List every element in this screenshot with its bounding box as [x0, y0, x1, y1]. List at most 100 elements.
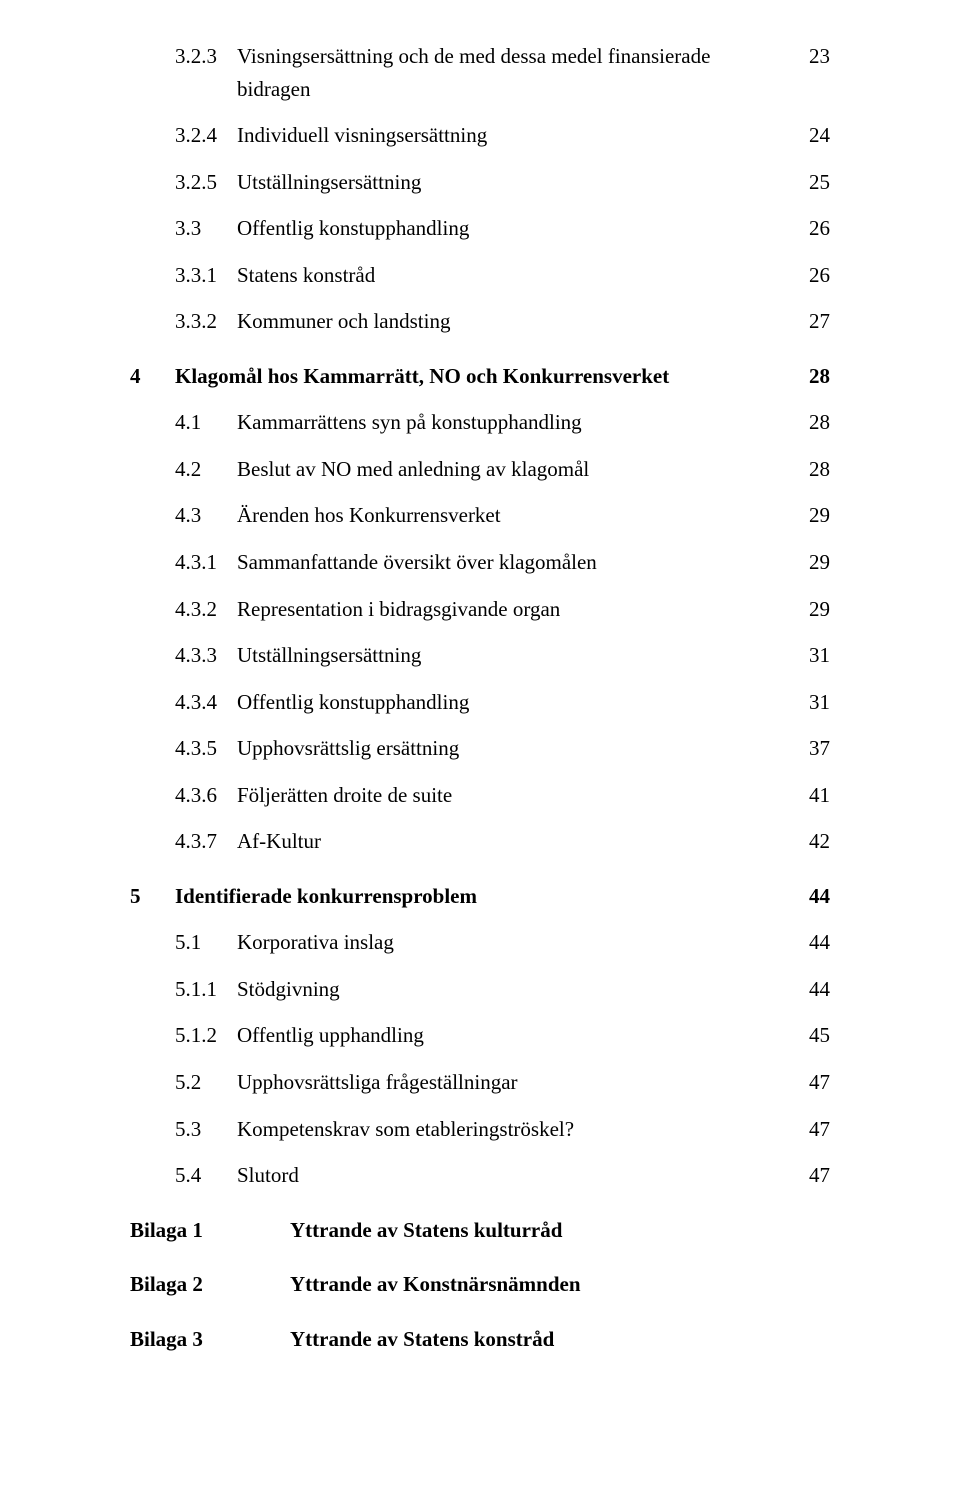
- toc-number: 4.2: [175, 453, 237, 486]
- toc-number: 3.3.1: [175, 259, 237, 292]
- toc-entry-left: 4.3.3Utställningsersättning: [130, 639, 800, 672]
- toc-page: 28: [800, 453, 830, 486]
- toc-entry: 3.2.3Visningsersättning och de med dessa…: [130, 40, 830, 105]
- toc-page: 28: [800, 406, 830, 439]
- toc-number: 5.1.1: [175, 973, 237, 1006]
- toc-page: 31: [800, 686, 830, 719]
- toc-entry: 4.3.6Följerätten droite de suite41: [130, 779, 830, 812]
- toc-number: 5.1: [175, 926, 237, 959]
- toc-number: 5.4: [175, 1159, 237, 1192]
- toc-page: 45: [800, 1019, 830, 1052]
- toc-number: 3.2.5: [175, 166, 237, 199]
- toc-entry: 4.3.2Representation i bidragsgivande org…: [130, 593, 830, 626]
- toc-title: Stödgivning: [237, 973, 352, 1006]
- toc-entry: 4.3.5Upphovsrättslig ersättning37: [130, 732, 830, 765]
- toc-title: Beslut av NO med anledning av klagomål: [237, 453, 601, 486]
- toc-entry-left: 4Klagomål hos Kammarrätt, NO och Konkurr…: [130, 360, 800, 393]
- toc-entry-left: 5.3Kompetenskrav som etableringströskel?: [130, 1113, 800, 1146]
- toc-entry-left: 3.2.3Visningsersättning och de med dessa…: [130, 40, 800, 105]
- toc-entry-left: 5Identifierade konkurrensproblem: [130, 880, 800, 913]
- toc-entry-left: 3.3.1Statens konstråd: [130, 259, 800, 292]
- toc-number: 3.2.3: [175, 40, 237, 73]
- toc-entry: 5.3Kompetenskrav som etableringströskel?…: [130, 1113, 830, 1146]
- toc-entry-left: 4.3.6Följerätten droite de suite: [130, 779, 800, 812]
- toc-entry-left: 5.1.2Offentlig upphandling: [130, 1019, 800, 1052]
- toc-page: 27: [800, 305, 830, 338]
- toc-entry-left: 4.3.5Upphovsrättslig ersättning: [130, 732, 800, 765]
- toc-entry-left: 4.3.1Sammanfattande översikt över klagom…: [130, 546, 800, 579]
- toc-title: Offentlig konstupphandling: [237, 686, 481, 719]
- toc-entry: 5.2Upphovsrättsliga frågeställningar47: [130, 1066, 830, 1099]
- toc-number: 4.3.6: [175, 779, 237, 812]
- appendix-title: Yttrande av Konstnärsnämnden: [290, 1268, 581, 1301]
- toc-title: Följerätten droite de suite: [237, 779, 464, 812]
- toc-title: Offentlig upphandling: [237, 1019, 436, 1052]
- toc-entry: 3.2.4Individuell visningsersättning24: [130, 119, 830, 152]
- toc-number: 3.3: [175, 212, 237, 245]
- toc-entry: 3.2.5Utställningsersättning25: [130, 166, 830, 199]
- toc-title: Upphovsrättsliga frågeställningar: [237, 1066, 530, 1099]
- toc-number: 5: [130, 880, 175, 913]
- toc-title: Slutord: [237, 1159, 311, 1192]
- toc-entry: 3.3.2Kommuner och landsting 27: [130, 305, 830, 338]
- toc-entry-left: 5.1Korporativa inslag: [130, 926, 800, 959]
- toc-entry: 5.1Korporativa inslag44: [130, 926, 830, 959]
- toc-entry: 4.3Ärenden hos Konkurrensverket29: [130, 499, 830, 532]
- toc-entry: 5.4Slutord47: [130, 1159, 830, 1192]
- toc-entry-left: 4.3Ärenden hos Konkurrensverket: [130, 499, 800, 532]
- toc-page: 29: [800, 546, 830, 579]
- toc-page: 28: [800, 360, 830, 393]
- toc-page: 44: [800, 926, 830, 959]
- toc-page: 25: [800, 166, 830, 199]
- toc-entry: 5.1.2Offentlig upphandling45: [130, 1019, 830, 1052]
- toc-entry-left: 3.2.5Utställningsersättning: [130, 166, 800, 199]
- toc-entry: 5.1.1Stödgivning 44: [130, 973, 830, 1006]
- appendix-list: Bilaga 1Yttrande av Statens kulturrådBil…: [130, 1214, 830, 1356]
- appendix-label: Bilaga 1: [130, 1214, 290, 1247]
- toc-title: Ärenden hos Konkurrensverket: [237, 499, 513, 532]
- toc-entry: 3.3.1Statens konstråd26: [130, 259, 830, 292]
- appendix-title: Yttrande av Statens konstråd: [290, 1323, 554, 1356]
- toc-title: Identifierade konkurrensproblem: [175, 880, 489, 913]
- toc-number: 3.2.4: [175, 119, 237, 152]
- toc-title: Kompetenskrav som etableringströskel?: [237, 1113, 586, 1146]
- toc-page: 29: [800, 499, 830, 532]
- toc-page: 29: [800, 593, 830, 626]
- appendix-title: Yttrande av Statens kulturråd: [290, 1214, 562, 1247]
- toc-page: 31: [800, 639, 830, 672]
- toc-number: 4.3.2: [175, 593, 237, 626]
- toc-title: Klagomål hos Kammarrätt, NO och Konkurre…: [175, 360, 681, 393]
- toc-title: Sammanfattande översikt över klagomålen: [237, 546, 609, 579]
- toc-page: 44: [800, 973, 830, 1006]
- toc-number: 3.3.2: [175, 305, 237, 338]
- toc-title: Kammarrättens syn på konstupphandling: [237, 406, 594, 439]
- toc-title: Af-Kultur: [237, 825, 333, 858]
- toc-entry-left: 3.2.4Individuell visningsersättning: [130, 119, 800, 152]
- toc-title: Kommuner och landsting: [237, 305, 462, 338]
- toc-title: Visningsersättning och de med dessa mede…: [237, 40, 800, 105]
- toc-title: Korporativa inslag: [237, 926, 406, 959]
- toc-page: 41: [800, 779, 830, 812]
- appendix-entry: Bilaga 2Yttrande av Konstnärsnämnden: [130, 1268, 830, 1301]
- appendix-label: Bilaga 2: [130, 1268, 290, 1301]
- toc-entry: 4.3.3Utställningsersättning31: [130, 639, 830, 672]
- toc-page: 47: [800, 1066, 830, 1099]
- toc-number: 5.1.2: [175, 1019, 237, 1052]
- table-of-contents: 3.2.3Visningsersättning och de med dessa…: [130, 40, 830, 1192]
- toc-entry-left: 4.3.4Offentlig konstupphandling: [130, 686, 800, 719]
- toc-page: 47: [800, 1159, 830, 1192]
- toc-entry-left: 4.1Kammarrättens syn på konstupphandling: [130, 406, 800, 439]
- toc-entry-left: 4.3.7Af-Kultur: [130, 825, 800, 858]
- toc-entry-left: 4.3.2Representation i bidragsgivande org…: [130, 593, 800, 626]
- toc-page: 44: [800, 880, 830, 913]
- toc-entry: 4.1Kammarrättens syn på konstupphandling…: [130, 406, 830, 439]
- toc-title: Utställningsersättning: [237, 166, 433, 199]
- toc-entry-left: 5.4Slutord: [130, 1159, 800, 1192]
- toc-entry: 3.3Offentlig konstupphandling26: [130, 212, 830, 245]
- toc-page: 37: [800, 732, 830, 765]
- toc-entry: 4Klagomål hos Kammarrätt, NO och Konkurr…: [130, 360, 830, 393]
- toc-page: 24: [800, 119, 830, 152]
- toc-number: 4.1: [175, 406, 237, 439]
- toc-number: 4.3.3: [175, 639, 237, 672]
- toc-title: Utställningsersättning: [237, 639, 433, 672]
